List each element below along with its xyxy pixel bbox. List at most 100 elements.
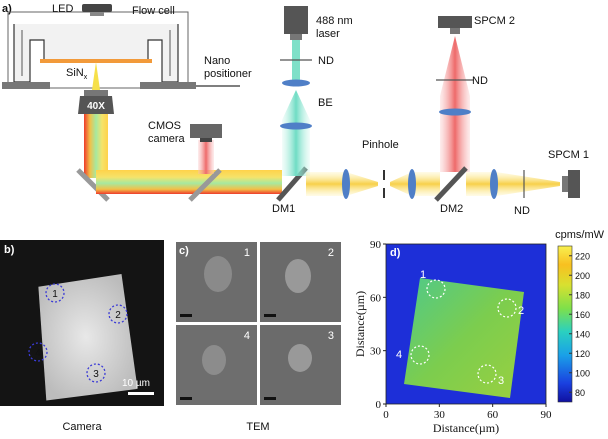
pinhole-label: Pinhole: [362, 139, 399, 151]
laser-beam-expanded: [282, 90, 310, 176]
laser: [284, 6, 308, 40]
membrane-square: [38, 273, 138, 401]
colorbar-ticks: 80 100 120 140 160 180 200 220: [569, 251, 590, 398]
colorbar: [557, 245, 573, 403]
cmos-camera: [190, 124, 222, 142]
heatmap-marker-circle-2: [497, 298, 517, 318]
beam-splitter: [188, 168, 222, 202]
be-label: BE: [318, 97, 333, 109]
heatmap-marker-4: 4: [396, 349, 402, 361]
camera-beam: [198, 140, 214, 174]
cmos-label-2: camera: [148, 133, 186, 145]
spcm1-head: [562, 176, 568, 192]
panel-d-label: d): [390, 247, 401, 259]
camera-markers: [28, 283, 128, 383]
camera-caption: Camera: [62, 421, 102, 433]
colorbar-tick-label-2: 120: [575, 349, 590, 359]
heatmap-marker-1: 1: [420, 269, 426, 281]
camera-marker-1: 1: [52, 289, 58, 300]
tem-pore-2: [285, 259, 311, 293]
colorbar-label: cpms/mW: [555, 229, 605, 241]
spcm2-beam: [440, 36, 470, 172]
camera-marker-circle-3: [86, 363, 106, 383]
be-lens-2: [280, 122, 312, 130]
spcm1-label: SPCM 1: [548, 149, 589, 161]
led-body: [82, 4, 112, 12]
panel-a-label: a): [2, 3, 12, 15]
laser-body: [284, 6, 308, 34]
beam-horizontal: [96, 170, 282, 194]
cmos-label-1: CMOS: [148, 120, 181, 132]
tem-tile-4: 3: [260, 325, 341, 405]
spcm2: [438, 16, 472, 34]
camera-body: [190, 124, 222, 138]
tem-scale-2: [264, 314, 276, 317]
mirror-1: [76, 168, 110, 202]
camera-scale-label: 10 µm: [122, 378, 150, 389]
x-tick-label-0: 0: [383, 409, 389, 421]
spcm1-body: [568, 170, 580, 198]
collimating-lens: [408, 169, 416, 199]
tem-tile-label-4: 3: [328, 330, 334, 342]
heatmap-axes: 0 30 60 90 0 30 60 90: [370, 239, 552, 421]
tem-caption: TEM: [246, 421, 269, 433]
objective-label: 40X: [87, 101, 105, 112]
spcm2-label: SPCM 2: [474, 15, 515, 27]
dm1-label: DM1: [272, 203, 295, 215]
camera-marker-circle-2: [108, 304, 128, 324]
y-tick-label-1: 30: [370, 346, 382, 358]
tem-tile-label-1: 1: [244, 247, 250, 259]
panel-b: 1 2 3 4 b) 10 µm Camera: [0, 240, 164, 433]
beam-to-spcm1: [466, 172, 560, 196]
be-lens-1: [282, 79, 310, 87]
heatmap-xlabel: Distance(µm): [433, 421, 499, 435]
camera-marker-circle-4: [28, 342, 48, 362]
objective: 40X: [78, 90, 114, 114]
y-tick-label-2: 60: [370, 292, 382, 304]
panel-c: 1 2 4 3 c) TEM: [176, 242, 341, 433]
y-tick-label-0: 0: [376, 399, 382, 411]
heatmap-marker-circle-4: [410, 345, 430, 365]
focus-lens: [342, 169, 350, 199]
heatmap-marker-circle-3: [477, 364, 497, 384]
tem-tile-2: 2: [260, 242, 341, 322]
nd-spcm2-label: ND: [472, 75, 488, 87]
x-tick-label-2: 60: [487, 409, 499, 421]
tem-tile-label-2: 2: [328, 247, 334, 259]
colorbar-tick-label-5: 180: [575, 290, 590, 300]
heatmap-marker-3: 3: [498, 375, 504, 387]
stage-right: [140, 82, 196, 89]
camera-marker-4: 4: [35, 348, 41, 359]
flow-cell-label: Flow cell: [132, 5, 175, 17]
colorbar-tick-label-0: 80: [575, 388, 585, 398]
x-tick-label-3: 90: [541, 409, 553, 421]
camera-mount: [200, 138, 212, 142]
colorbar-tick-label-7: 220: [575, 251, 590, 261]
nano-positioner-label-2: positioner: [204, 68, 252, 80]
beam-vertical: [84, 114, 108, 178]
tem-scale-1: [180, 314, 192, 317]
flow-cell-walls: [21, 30, 171, 76]
panel-c-label: c): [179, 245, 189, 257]
sinx-membrane: [40, 59, 152, 63]
tem-pore-1: [204, 256, 232, 292]
colorbar-tick-label-6: 200: [575, 271, 590, 281]
camera-marker-2: 2: [115, 310, 121, 321]
colorbar-tick-label-4: 160: [575, 310, 590, 320]
heatmap-membrane: [404, 278, 524, 398]
tem-pore-4: [288, 344, 312, 372]
tem-tile-1: 1: [176, 242, 257, 322]
dm2-label: DM2: [440, 203, 463, 215]
heatmap-marker-circle-1: [426, 279, 446, 299]
panel-a: a) LED Flow cell SiNx Nano positioner 40…: [2, 3, 589, 217]
camera-scale-bar: [128, 392, 154, 395]
heatmap-frame: [385, 243, 547, 405]
heatmap-ylabel: Distance(µm): [353, 291, 367, 357]
led: [82, 4, 112, 16]
spcm1: [562, 170, 580, 198]
camera-marker-circle-1: [45, 283, 65, 303]
nano-positioner-label-1: Nano: [204, 55, 230, 67]
spcm1-lens: [490, 169, 498, 199]
tem-scale-4: [264, 397, 276, 400]
